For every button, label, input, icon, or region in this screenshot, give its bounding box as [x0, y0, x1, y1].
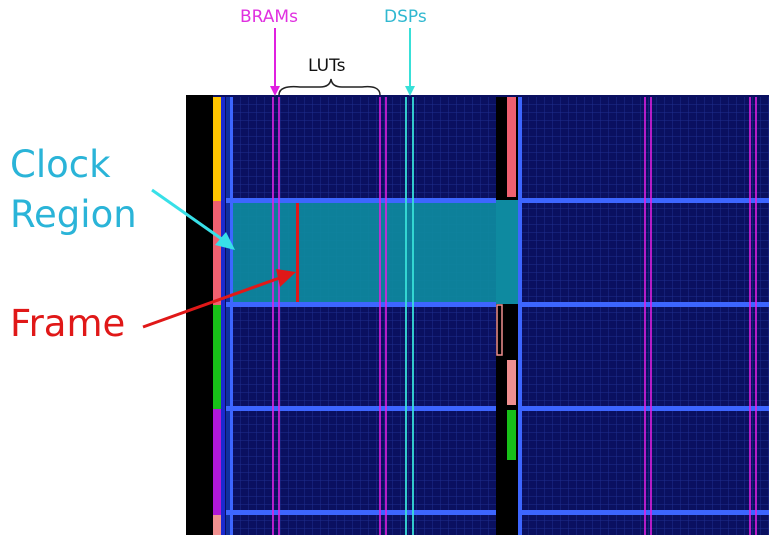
- dsp-column: [405, 97, 414, 535]
- clock-region-arrow: [151, 188, 235, 250]
- clock-region-label-line1: Clock: [10, 143, 111, 186]
- clock-region-label-line2: Region: [10, 193, 137, 236]
- dsp-label: DSPs: [384, 7, 427, 27]
- io-column-left: [186, 95, 213, 535]
- frame-label: Frame: [10, 302, 126, 345]
- clock-column-middle: [496, 97, 518, 535]
- bram-label: BRAMs: [240, 7, 298, 27]
- frame-arrow: [142, 269, 296, 329]
- dsp-arrow: [405, 28, 415, 96]
- luts-brace: [278, 78, 381, 96]
- clock-management-strip: [213, 97, 231, 535]
- frame-line: [296, 203, 299, 302]
- clock-region-highlight: [232, 200, 522, 304]
- luts-label: LUTs: [308, 56, 346, 76]
- bram-columns: [272, 97, 757, 535]
- bram-arrow: [270, 28, 280, 96]
